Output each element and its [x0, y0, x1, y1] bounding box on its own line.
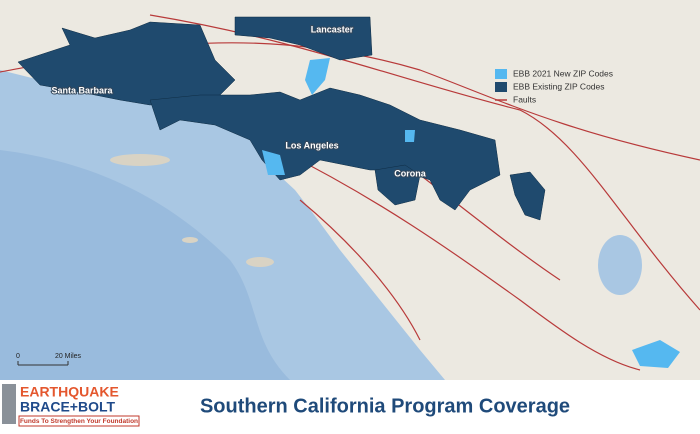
city-label: Lancaster: [311, 24, 354, 34]
city-label: Los Angeles: [285, 140, 338, 150]
island: [246, 257, 274, 267]
logo-tag-box: [18, 415, 140, 427]
city-label: Corona: [394, 168, 426, 178]
logo: EARTHQUAKE BRACE+BOLT Funds To Strengthe…: [2, 384, 140, 427]
island: [110, 154, 170, 166]
scale-bar: 0 20 Miles: [16, 353, 82, 366]
legend-swatch: [495, 82, 507, 92]
legend-label: EBB Existing ZIP Codes: [513, 81, 605, 91]
logo-icon: [2, 384, 16, 424]
scale-end: 20 Miles: [55, 353, 82, 360]
page-title: Southern California Program Coverage: [200, 395, 570, 417]
legend-label: Faults: [513, 94, 536, 104]
legend-swatch: [495, 69, 507, 79]
logo-tagline: Funds To Strengthen Your Foundation: [20, 418, 138, 425]
legend: EBB 2021 New ZIP Codes EBB Existing ZIP C…: [495, 68, 613, 104]
scale-start: 0: [16, 353, 20, 360]
lake: [598, 235, 642, 295]
legend-label: EBB 2021 New ZIP Codes: [513, 68, 613, 78]
logo-line1: EARTHQUAKE: [20, 384, 119, 400]
new-zips: [262, 58, 680, 368]
logo-line2: BRACE+BOLT: [20, 399, 115, 415]
city-label: Santa Barbara: [51, 85, 113, 95]
island: [182, 237, 198, 243]
existing-zips: [17, 16, 546, 221]
ocean-deep: [0, 150, 290, 380]
